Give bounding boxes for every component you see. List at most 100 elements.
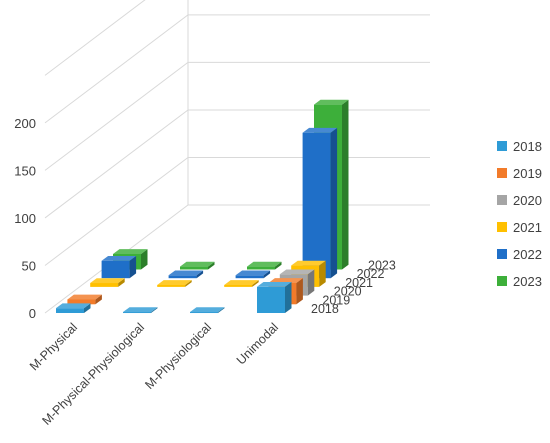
bar-top: [56, 303, 91, 309]
bar-side: [141, 249, 148, 270]
bar-side: [118, 278, 125, 287]
series-depth-label: 2020: [334, 285, 362, 299]
bar-side: [95, 294, 102, 305]
bar-front: [157, 284, 186, 287]
bar-top: [101, 255, 137, 261]
bar-top: [168, 270, 204, 276]
bar-side: [151, 307, 158, 313]
legend-item: 2022: [497, 247, 542, 262]
legend-item: 2020: [497, 193, 542, 208]
bar-front: [90, 283, 119, 287]
legend-swatch: [497, 141, 507, 151]
bar-top: [279, 269, 315, 275]
legend-label: 2022: [513, 247, 542, 262]
series-depth-label: 2023: [368, 259, 396, 273]
bar-side: [307, 269, 315, 296]
bar-top: [90, 278, 125, 284]
gridline: [44, 14, 430, 124]
bar-top: [302, 127, 338, 133]
gridline: [44, 156, 430, 266]
bar-side: [330, 127, 338, 279]
bar-front: [302, 132, 331, 279]
category-label: M-Physiological: [142, 320, 214, 392]
y-axis-ticks: 0 50 100 150 200: [14, 116, 36, 321]
bar-side: [196, 270, 204, 279]
bar-front: [257, 286, 285, 313]
legend: 2018 2019 2020 2021 2022 2023: [497, 139, 542, 289]
bar-2022-0: [101, 255, 137, 279]
bar-2021-1: [157, 280, 192, 287]
bar-top: [247, 261, 282, 267]
y-tick-label: 200: [14, 116, 36, 131]
legend-swatch: [497, 249, 507, 259]
bar-top: [224, 280, 259, 285]
legend-label: 2018: [513, 139, 542, 154]
legend-item: 2021: [497, 220, 542, 235]
bar-side: [252, 280, 259, 287]
bar-side: [342, 99, 349, 270]
bar-top: [180, 261, 215, 267]
bar-side: [296, 278, 303, 305]
bar-front: [235, 275, 264, 279]
bar-2021-0: [90, 278, 125, 287]
bar-top: [157, 280, 192, 285]
bar-2018-1: [123, 307, 158, 314]
gridline: [44, 109, 430, 219]
legend-swatch: [497, 276, 507, 286]
series-depth-label: 2021: [345, 276, 373, 290]
series-depth-label: 2018: [311, 302, 339, 316]
legend-label: 2021: [513, 220, 542, 235]
bar-top: [314, 99, 349, 105]
bar-2018-3: [257, 282, 292, 313]
bar-front: [180, 266, 208, 270]
bar-side: [319, 260, 326, 287]
y-tick-label: 0: [29, 306, 36, 321]
bar-2021-2: [224, 280, 259, 287]
y-tick-label: 50: [22, 258, 36, 273]
bar-2019-0: [67, 294, 102, 305]
y-tick-label: 150: [14, 163, 36, 178]
bar-side: [218, 307, 225, 313]
category-labels: M-PhysicalM-Physical-PhysiologicalM-Phys…: [27, 320, 281, 428]
bar-top: [67, 294, 102, 300]
bar-front: [56, 308, 84, 313]
bar-2023-1: [180, 261, 215, 270]
bar-front: [67, 299, 96, 305]
bar-front: [190, 312, 218, 314]
legend-label: 2019: [513, 166, 542, 181]
bar-2018-0: [56, 303, 91, 313]
bar-top: [113, 249, 148, 254]
gridline: [44, 61, 430, 171]
legend-item: 2018: [497, 139, 542, 154]
legend-swatch: [497, 222, 507, 232]
bar-top: [291, 260, 326, 266]
bars: [56, 99, 349, 314]
series-depth-label: 2019: [322, 293, 350, 307]
bar-2022-3: [302, 127, 338, 279]
bar-front: [123, 312, 151, 314]
bar-2023-2: [247, 261, 282, 270]
category-label: M-Physical: [27, 320, 80, 373]
bar-front: [101, 260, 130, 279]
bar-2022-1: [168, 270, 204, 279]
legend-label: 2020: [513, 193, 542, 208]
bar-side: [263, 270, 271, 279]
category-label: Unimodal: [234, 320, 281, 367]
grid-layer: [44, 0, 430, 314]
bar-2018-2: [190, 307, 225, 314]
legend-swatch: [497, 195, 507, 205]
y-tick-label: 100: [14, 211, 36, 226]
legend-label: 2023: [513, 274, 542, 289]
bar-top: [235, 270, 271, 276]
bar-top: [268, 278, 303, 283]
legend-item: 2019: [497, 166, 542, 181]
bar-side: [285, 282, 292, 313]
gridline: [44, 0, 146, 76]
bar-top: [257, 282, 292, 287]
bar-side: [129, 255, 137, 279]
bar-top: [123, 307, 158, 313]
bar-side: [185, 280, 192, 287]
